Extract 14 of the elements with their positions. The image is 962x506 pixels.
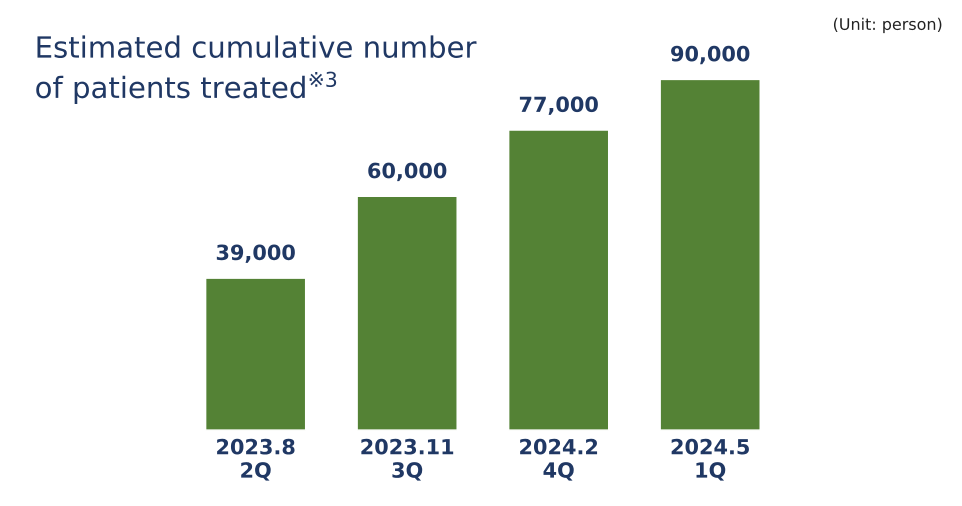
x-tick-label: 2023.11 3Q xyxy=(361,438,454,481)
bar xyxy=(660,78,761,430)
x-tick-label: 2023.8 2Q xyxy=(217,438,295,481)
text: (Unit: person) xyxy=(834,18,942,34)
bar xyxy=(356,196,458,430)
x-tick-label: 2024.2 4Q xyxy=(520,438,598,481)
data-label: 39,000 xyxy=(216,244,295,263)
data-label: 77,000 xyxy=(520,96,598,115)
data-label: 90,000 xyxy=(671,46,750,64)
x-tick-label: 2024.5 1Q xyxy=(672,438,749,481)
bar xyxy=(508,129,610,430)
bar xyxy=(204,277,306,430)
data-label: 60,000 xyxy=(368,162,446,182)
chart-title: Estimated cumulative number of patients treated$^{※3}$ xyxy=(36,35,476,104)
